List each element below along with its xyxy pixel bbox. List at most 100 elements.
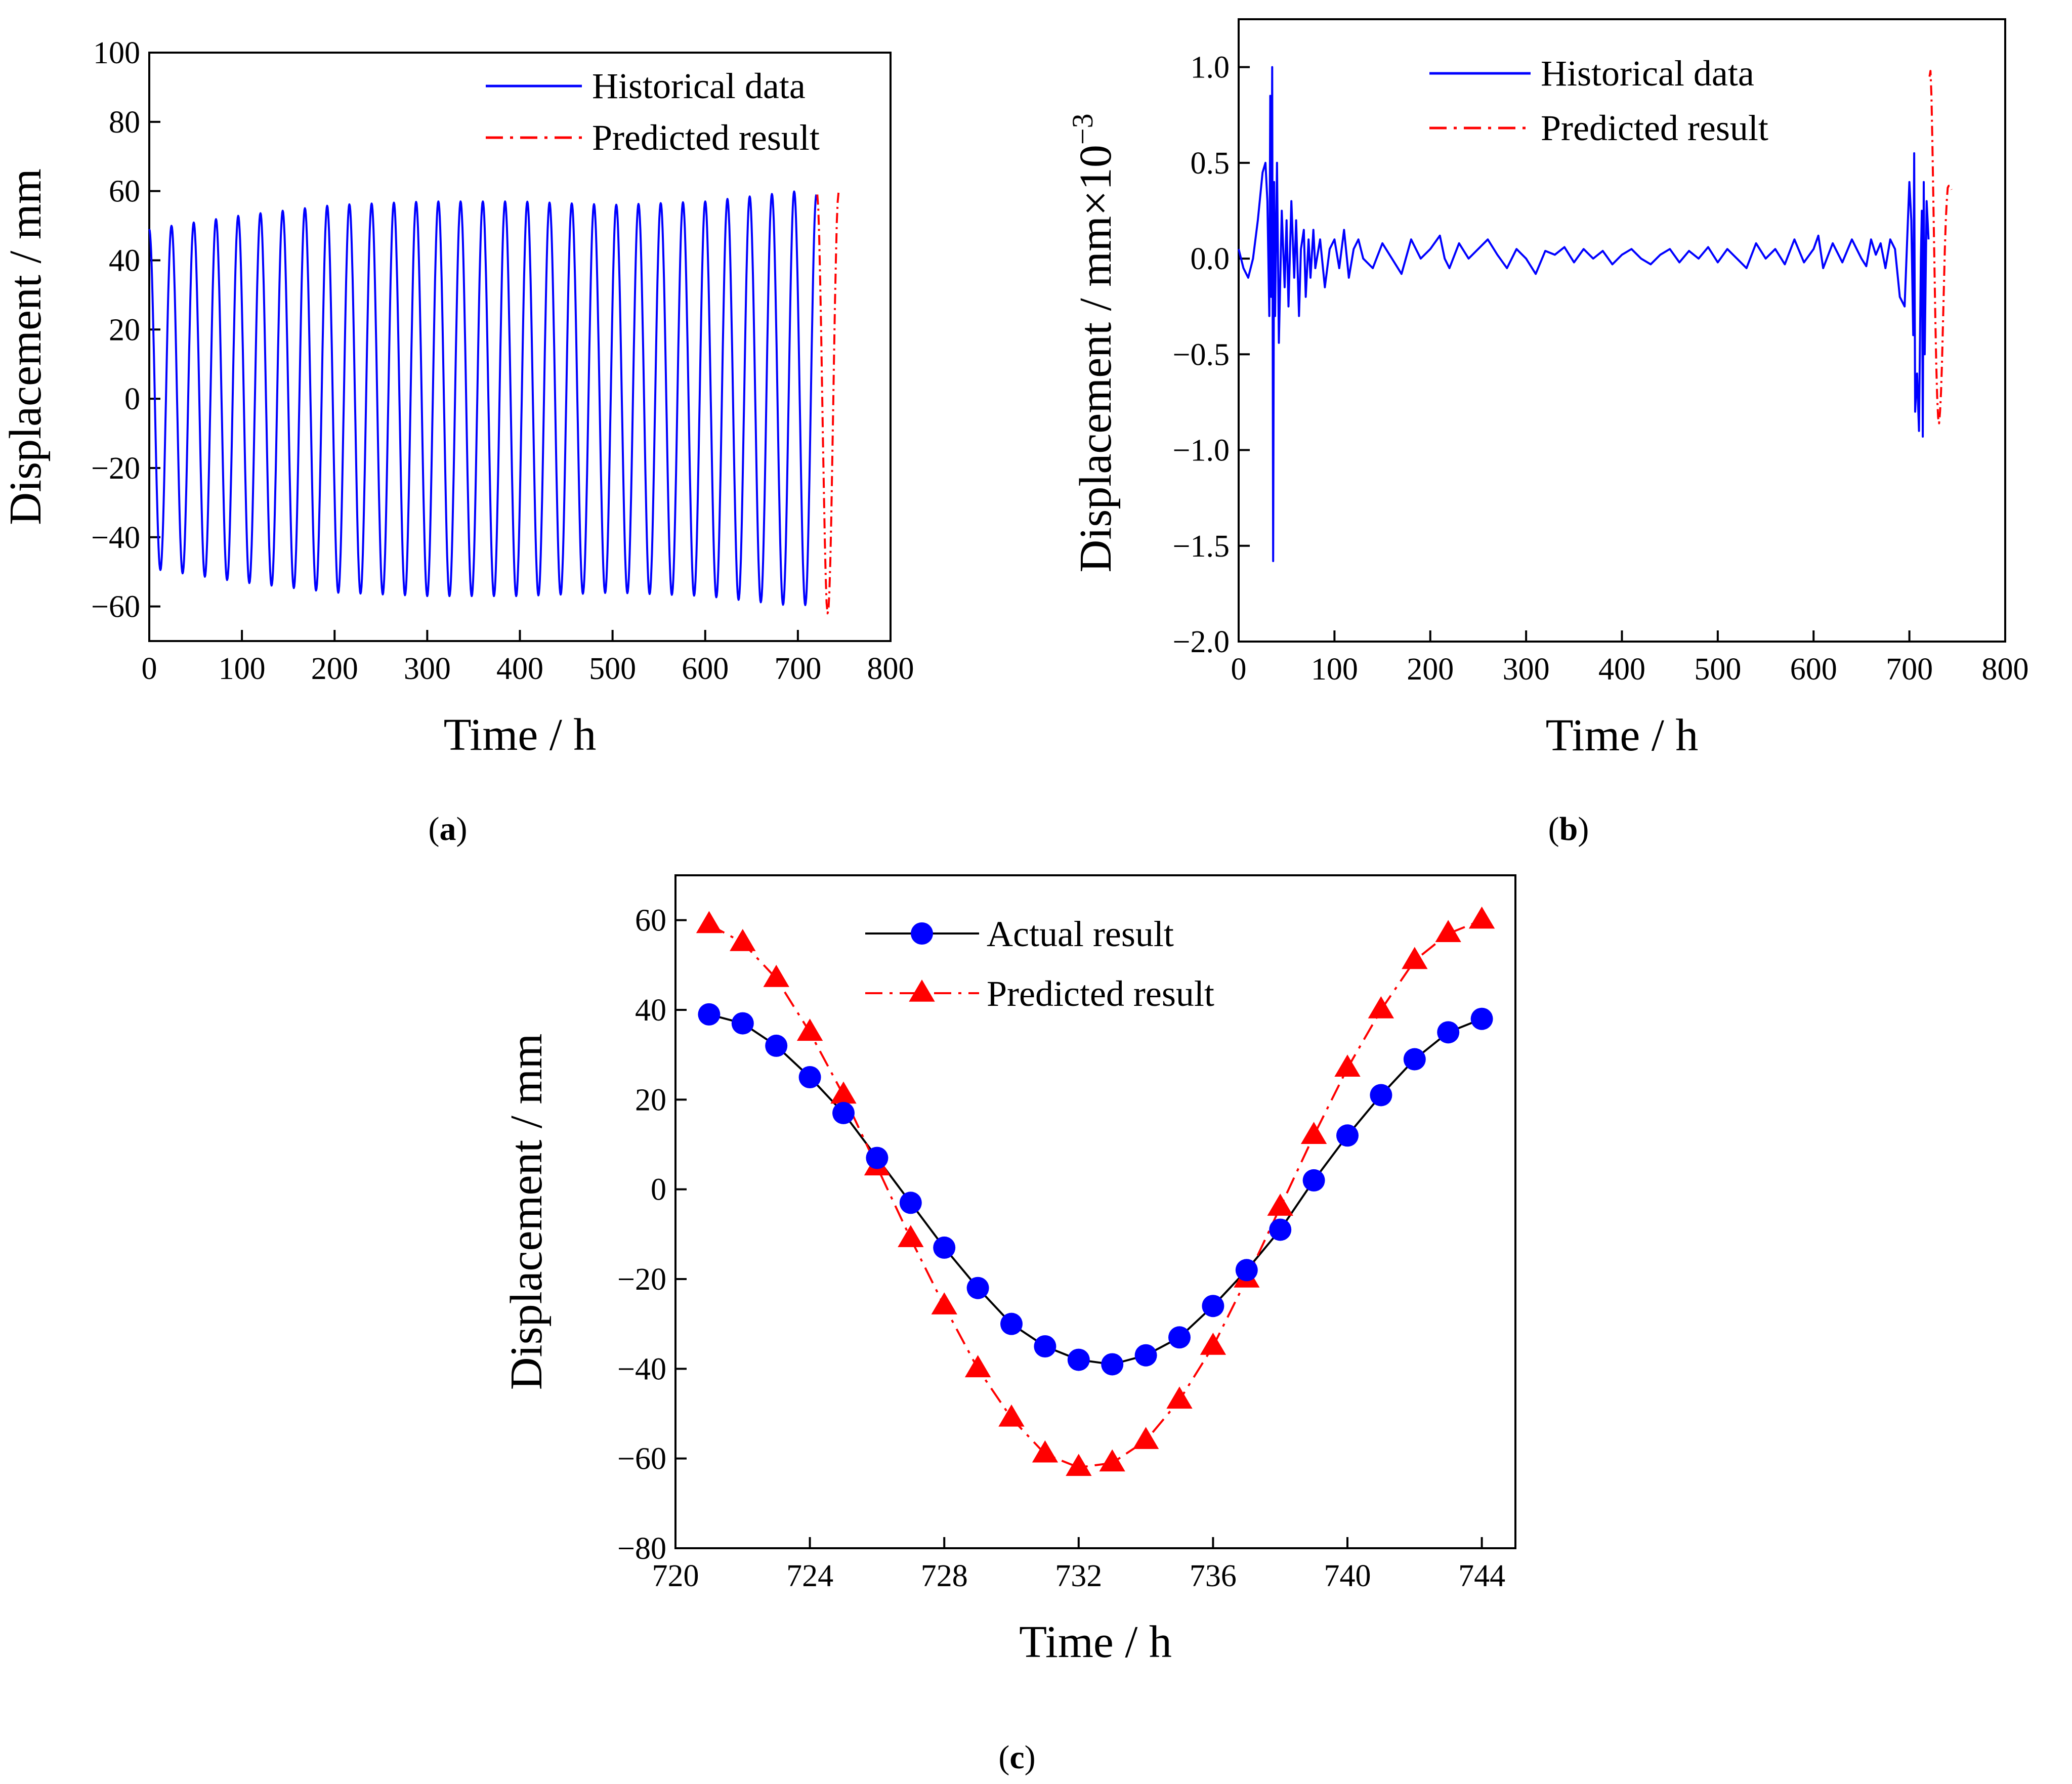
actual-point-c xyxy=(899,1192,922,1214)
x-tick-label-a: 300 xyxy=(404,652,451,686)
actual-point-c xyxy=(1000,1312,1023,1335)
actual-point-c xyxy=(933,1236,956,1259)
x-tick-label-c: 736 xyxy=(1190,1559,1237,1593)
legend-label-actual-c: Actual result xyxy=(987,914,1174,954)
actual-point-c xyxy=(1034,1335,1056,1357)
actual-point-c xyxy=(1302,1169,1325,1192)
predicted-point-c xyxy=(1267,1194,1293,1216)
y-tick-label-a: 20 xyxy=(109,313,140,347)
x-tick-label-b: 700 xyxy=(1886,652,1933,687)
y-tick-label-b: −2.0 xyxy=(1173,625,1230,659)
x-tick-label-a: 400 xyxy=(496,652,543,686)
y-tick-label-a: 80 xyxy=(109,105,140,140)
y-tick-label-b: 1.0 xyxy=(1191,51,1230,85)
x-tick-label-c: 744 xyxy=(1458,1559,1505,1593)
x-tick-label-b: 300 xyxy=(1503,652,1550,687)
actual-point-c xyxy=(765,1034,788,1057)
actual-point-c xyxy=(1067,1348,1090,1371)
x-tick-label-a: 600 xyxy=(682,652,729,686)
x-tick-label-c: 724 xyxy=(786,1559,833,1593)
y-tick-label-c: −60 xyxy=(617,1442,666,1476)
x-tick-label-b: 800 xyxy=(1982,652,2029,687)
plot-frame-c xyxy=(674,874,1516,1549)
y-tick-label-b: −1.5 xyxy=(1173,529,1230,564)
actual-point-c xyxy=(798,1066,821,1088)
x-axis-title-c: Time / h xyxy=(1019,1617,1172,1667)
y-axis-title-c: Displacement / mm xyxy=(501,1034,552,1390)
actual-point-c xyxy=(966,1277,989,1299)
y-tick-label-a: 40 xyxy=(109,243,140,278)
x-tick-label-c: 740 xyxy=(1324,1559,1371,1593)
x-tick-label-a: 500 xyxy=(589,652,636,686)
y-axis-title-b: Displacement / mm×10−3 xyxy=(1066,113,1121,572)
predicted-point-c xyxy=(1435,920,1461,942)
panel-c-label: (c) xyxy=(998,1739,1035,1776)
predicted-point-c xyxy=(696,911,723,933)
predicted-point-c xyxy=(1368,996,1394,1018)
x-tick-label-b: 100 xyxy=(1311,652,1358,687)
y-axis-title-main-b: Displacement / mm×10 xyxy=(1071,145,1121,573)
actual-point-c xyxy=(1235,1259,1258,1282)
actual-point-c xyxy=(1134,1344,1157,1367)
predicted-point-c xyxy=(830,1081,857,1104)
predicted-point-c xyxy=(1334,1054,1361,1077)
y-tick-label-c: 60 xyxy=(635,904,666,938)
y-tick-label-a: −40 xyxy=(91,521,140,555)
x-tick-label-a: 200 xyxy=(311,652,358,686)
predicted-point-c xyxy=(1133,1427,1159,1449)
panel-b-label: (b) xyxy=(1548,811,1589,847)
x-tick-label-c: 728 xyxy=(921,1559,968,1593)
panel-b: 0 100 200 300 400 500 600 700 800 −2.0 −1.5 −1.0 −0.… xyxy=(1066,18,2029,760)
actual-point-c xyxy=(1168,1326,1191,1349)
y-tick-label-a: 0 xyxy=(124,382,140,416)
y-tick-label-a: −60 xyxy=(91,590,140,624)
y-tick-label-b: 0.5 xyxy=(1191,146,1230,181)
x-tick-label-b: 400 xyxy=(1598,652,1645,687)
predicted-point-c xyxy=(763,964,789,987)
actual-point-c xyxy=(1403,1048,1426,1071)
predicted-point-c xyxy=(730,929,756,951)
actual-point-c xyxy=(1336,1124,1359,1147)
y-tick-label-c: −20 xyxy=(617,1262,666,1297)
series-historical-b xyxy=(1238,66,1930,562)
y-tick-label-c: −40 xyxy=(617,1352,666,1386)
y-tick-label-c: 20 xyxy=(635,1083,666,1117)
y-tick-label-b: −1.0 xyxy=(1173,434,1230,468)
legend-label-predicted-b: Predicted result xyxy=(1541,108,1768,148)
actual-point-c xyxy=(731,1012,754,1035)
predicted-point-c xyxy=(796,1018,823,1041)
y-axis-title-a: Displacement / mm xyxy=(1,168,51,525)
panel-a-label: (a) xyxy=(429,811,468,847)
x-tick-label-c: 720 xyxy=(652,1559,699,1593)
predicted-point-c xyxy=(931,1292,957,1314)
actual-point-c xyxy=(1269,1218,1292,1241)
y-tick-label-c: −80 xyxy=(617,1532,666,1566)
predicted-point-c xyxy=(1099,1449,1125,1472)
x-tick-label-a: 0 xyxy=(142,652,157,686)
legend-label-historical-b: Historical data xyxy=(1541,53,1754,94)
predicted-point-c xyxy=(1032,1440,1059,1463)
actual-point-c xyxy=(1470,1007,1493,1030)
x-tick-label-a: 700 xyxy=(774,652,821,686)
predicted-point-c xyxy=(1200,1333,1227,1355)
predicted-point-c xyxy=(1066,1454,1092,1476)
predicted-point-c xyxy=(1402,947,1428,969)
series-predicted-line-c xyxy=(708,919,1483,1469)
legend-label-predicted-a: Predicted result xyxy=(592,117,820,158)
x-tick-label-b: 600 xyxy=(1790,652,1837,687)
y-tick-label-b: 0.0 xyxy=(1191,242,1230,276)
y-tick-label-b: −0.5 xyxy=(1173,337,1230,372)
x-tick-label-a: 800 xyxy=(867,652,914,686)
panel-a: 0 100 200 300 400 500 600 700 800 −60 −40 −20 0 20 40 6… xyxy=(1,36,914,760)
x-tick-label-b: 0 xyxy=(1231,652,1247,687)
series-actual-line-c xyxy=(708,1013,1483,1366)
legend-swatch-actual-marker-c xyxy=(911,922,933,945)
x-tick-label-b: 200 xyxy=(1407,652,1454,687)
actual-point-c xyxy=(1370,1084,1392,1107)
predicted-point-c xyxy=(898,1225,924,1247)
actual-point-c xyxy=(698,1003,721,1026)
y-tick-label-c: 0 xyxy=(651,1173,666,1207)
predicted-point-c xyxy=(998,1404,1025,1427)
predicted-point-c xyxy=(1468,906,1495,929)
